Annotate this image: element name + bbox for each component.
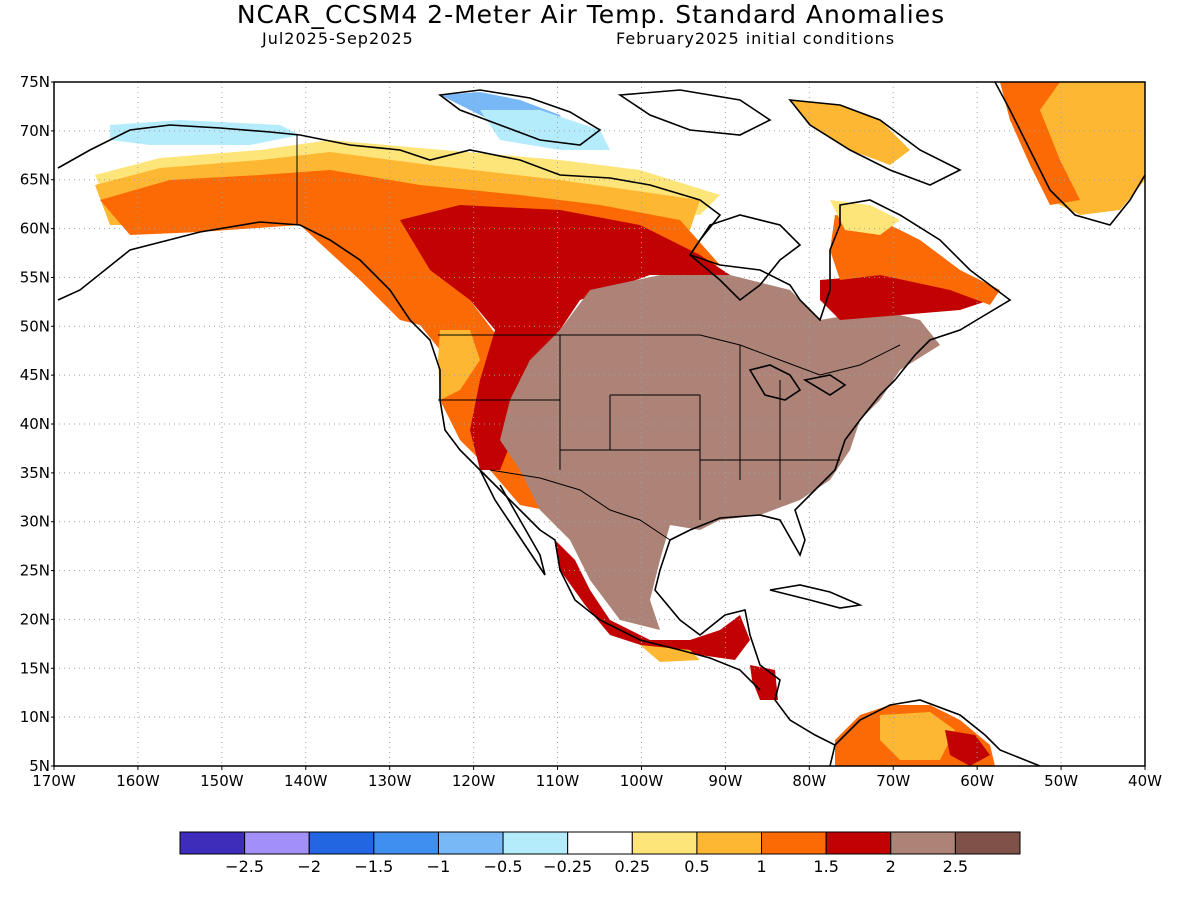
colorbar-label: 1: [756, 857, 766, 876]
colorbar-label: 0.25: [614, 857, 650, 876]
lat-label: 10N: [20, 708, 50, 726]
lon-label: 50W: [1044, 772, 1078, 790]
shade-quebec-orange: [830, 215, 1000, 305]
shade-cold-north-light: [480, 110, 610, 150]
shade-centam-red: [750, 665, 778, 700]
outline-baja: [479, 469, 546, 576]
colorbar-swatch: [696, 831, 763, 855]
shade-us-brown: [500, 275, 940, 630]
lon-label: 70W: [876, 772, 910, 790]
shade-alaska-darkorange: [100, 170, 720, 330]
border-us-canada: [438, 334, 901, 376]
lat-label: 45N: [20, 366, 50, 384]
colorbar-swatch: [437, 831, 504, 855]
latitude-labels: 75N 70N 65N 60N 55N 50N 45N 40N 35N 30N 25N 20N 15N 1…: [20, 73, 54, 775]
shade-labrador-yellow: [830, 200, 900, 235]
outline-cuba: [769, 584, 863, 609]
lat-label: 70N: [20, 122, 50, 140]
colorbar-swatch: [373, 831, 439, 855]
border-us-mexico: [489, 469, 671, 541]
outline-west-coast: [57, 221, 761, 691]
colorbar-swatch: [502, 831, 569, 855]
lat-label: 35N: [20, 464, 50, 482]
lat-label: 50N: [20, 317, 50, 335]
lon-label: 40W: [1128, 772, 1162, 790]
shade-westcoast-orange: [400, 300, 545, 510]
colorbar-swatch: [244, 831, 310, 855]
outline-arctic-islands: [437, 89, 962, 186]
colorbar-swatch: [954, 831, 1021, 855]
colorbar-labels: −2.5 −2 −1.5 −1 −0.5 −0.25 0.25 0.5 1 1.5 2 2.5: [225, 857, 968, 876]
lon-label: 130W: [368, 772, 412, 790]
outline-great-lakes: [748, 364, 847, 401]
colorbar-swatch: [567, 831, 633, 855]
lat-label: 5N: [29, 757, 50, 775]
lat-label: 60N: [20, 220, 50, 238]
colorbar-label: −1: [427, 857, 451, 876]
colorbar-label: −2.5: [225, 857, 264, 876]
lon-label: 170W: [32, 772, 76, 790]
colorbar-label: 0.5: [684, 857, 709, 876]
lat-label: 40N: [20, 415, 50, 433]
colorbar-label: 1.5: [813, 857, 838, 876]
lat-label: 30N: [20, 513, 50, 531]
lon-label: 100W: [620, 772, 664, 790]
colorbar-swatch: [308, 831, 375, 855]
colorbar-swatch: [761, 831, 827, 855]
lon-label: 150W: [200, 772, 244, 790]
lat-label: 65N: [20, 171, 50, 189]
shade-arctic-orange: [790, 100, 910, 165]
longitude-labels: 170W 160W 150W 140W 130W 120W 110W 100W 90W 80W 70…: [32, 766, 1162, 790]
map-title: NCAR_CCSM4 2-Meter Air Temp. Standard An…: [236, 0, 946, 29]
shade-mexico-orange: [640, 645, 700, 662]
shade-samerica-yellow: [880, 712, 955, 760]
lon-label: 160W: [116, 772, 160, 790]
border-state-lines: [438, 335, 840, 520]
colorbar-swatch: [179, 831, 246, 855]
shade-greenland-dark: [1000, 82, 1080, 205]
lon-label: 80W: [792, 772, 826, 790]
lon-label: 110W: [536, 772, 580, 790]
lat-label: 75N: [20, 73, 50, 91]
outline-hudson-bay: [688, 214, 802, 302]
outline-greenland: [994, 82, 1145, 226]
lat-label: 15N: [20, 659, 50, 677]
outline-south-america: [834, 699, 1041, 766]
colorbar-label: −0.25: [543, 857, 592, 876]
shade-samerica-red: [945, 730, 990, 766]
lat-label: 20N: [20, 610, 50, 628]
coastlines: [57, 82, 1145, 766]
colorbar-label: −2: [297, 857, 321, 876]
lat-label: 55N: [20, 268, 50, 286]
outline-north-america: [57, 124, 1012, 766]
shade-mexico-red: [555, 540, 750, 660]
colorbar-label: 2: [886, 857, 896, 876]
borders: [296, 135, 901, 541]
lon-label: 60W: [960, 772, 994, 790]
colorbar-label: −1.5: [354, 857, 393, 876]
anomaly-shading: [95, 82, 1145, 766]
colorbar: [179, 831, 1021, 855]
lon-label: 120W: [452, 772, 496, 790]
colorbar-swatch: [890, 831, 956, 855]
colorbar-swatch: [825, 831, 892, 855]
colorbar-label: 2.5: [943, 857, 968, 876]
lon-label: 140W: [284, 772, 328, 790]
forecast-period: Jul2025-Sep2025: [262, 29, 414, 48]
shade-westcoast-yellow: [438, 330, 480, 400]
shade-canada-red: [400, 205, 730, 470]
colorbar-swatch: [631, 831, 698, 855]
colorbar-label: −0.5: [484, 857, 523, 876]
initial-conditions: February2025 initial conditions: [616, 29, 896, 48]
lon-label: 90W: [708, 772, 742, 790]
lat-label: 25N: [20, 562, 50, 580]
